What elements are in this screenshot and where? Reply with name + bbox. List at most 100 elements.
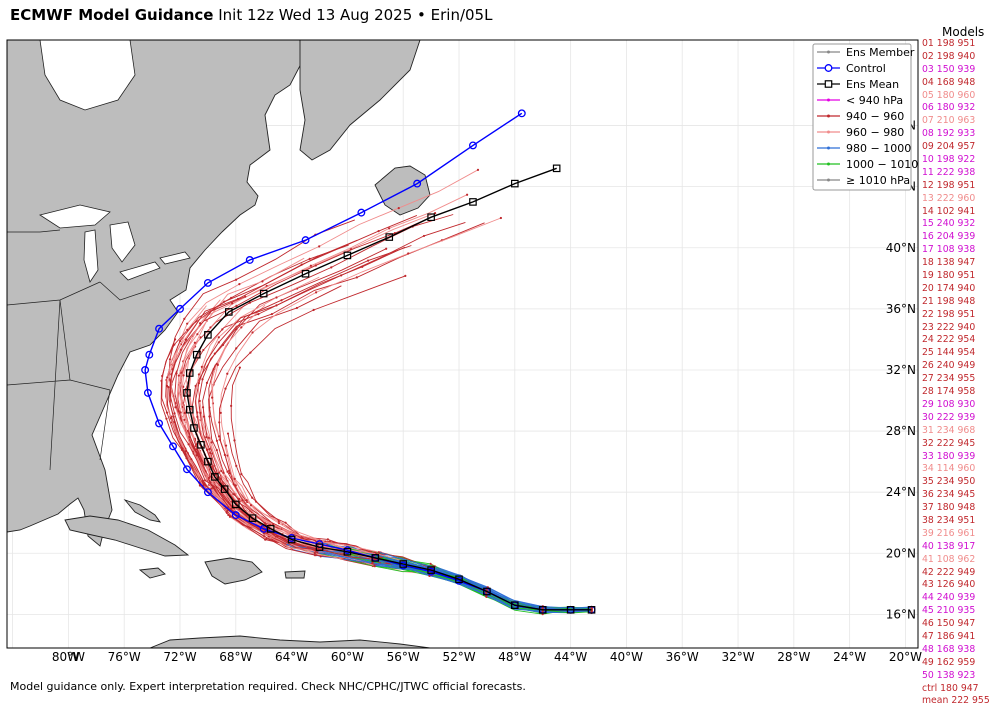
track-point (257, 313, 260, 316)
track-point (222, 471, 225, 474)
mean-point (259, 289, 268, 298)
track-point (179, 411, 182, 414)
mean-point (427, 566, 435, 574)
svg-text:1000 − 1010: 1000 − 1010 (846, 158, 918, 171)
lon-label: 56°W (387, 650, 420, 664)
lon-label: 36°W (666, 650, 699, 664)
model-entry: 03 150 939 (922, 63, 976, 75)
track-point (210, 487, 213, 490)
borders (7, 229, 151, 471)
land-jamaica (138, 567, 166, 579)
track-point (499, 216, 502, 220)
track-point (177, 374, 180, 377)
track-point (277, 522, 281, 525)
model-list: 01 198 951 02 198 940 03 150 939 04 168 948… (922, 38, 990, 708)
great-lakes (39, 40, 191, 283)
track-point (185, 457, 188, 460)
ensemble-track (204, 453, 431, 569)
track-point (312, 308, 315, 312)
model-entry: 45 210 935 (922, 605, 976, 617)
model-entry: 24 222 954 (922, 334, 976, 346)
mean-point (315, 543, 324, 551)
track-point (184, 338, 188, 341)
track-point (404, 274, 407, 277)
track-point (183, 411, 186, 415)
lon-label: 60°W (331, 650, 364, 664)
track-point (177, 410, 180, 413)
track-point (160, 379, 163, 382)
track-point (313, 552, 316, 555)
legend-entry: 940 − 960 (817, 110, 904, 123)
control-point (245, 256, 254, 264)
track-point (264, 538, 267, 541)
mean-point (190, 424, 198, 432)
lake-huron (109, 221, 136, 263)
ensemble-track (211, 344, 379, 553)
track-point (233, 477, 236, 480)
track-point (275, 296, 278, 299)
track-point (173, 343, 176, 346)
track-point (263, 535, 266, 538)
mean-point (185, 369, 194, 377)
mean-point (231, 500, 240, 509)
track-point (200, 365, 203, 368)
control-point (169, 442, 177, 451)
track-point (227, 505, 230, 509)
track-point (232, 493, 235, 496)
svg-text:Control: Control (846, 62, 886, 75)
track-point (315, 291, 318, 294)
map-frame (6, 39, 919, 649)
track-point (223, 453, 226, 456)
lon-label: 28°W (777, 650, 810, 664)
model-entry: 37 180 948 (922, 502, 976, 514)
track-point (211, 396, 214, 399)
model-entry: 01 198 951 (922, 38, 976, 49)
models-heading: Models (942, 25, 985, 39)
land-south-america (149, 635, 431, 648)
track-point (466, 193, 469, 196)
title-init: Init 12z Wed 13 Aug 2025 • Erin/05L (218, 6, 493, 24)
track-point (199, 322, 202, 325)
land-cuba (64, 515, 190, 557)
land-hispaniola (204, 557, 263, 585)
track-point (422, 234, 426, 238)
model-entry: 29 108 930 (922, 398, 976, 410)
ensemble-track (165, 325, 344, 560)
svg-text:980 − 1000: 980 − 1000 (846, 142, 911, 155)
svg-text:≥ 1010 hPa: ≥ 1010 hPa (846, 174, 910, 187)
track-point (251, 331, 254, 334)
track-point (166, 376, 169, 379)
legend: Ens Member Control Ens Mean < 940 hPa 940 − … (812, 43, 918, 191)
track-point (366, 259, 370, 262)
track-point (217, 341, 220, 344)
track-point (245, 499, 248, 502)
control-point (231, 511, 240, 520)
lat-label: 20°N (886, 546, 916, 560)
track-point (201, 378, 204, 381)
model-entry: 14 102 941 (922, 205, 976, 217)
lon-label: 68°W (219, 650, 252, 664)
model-entry: 04 168 948 (922, 76, 976, 88)
land-north-america (7, 40, 304, 547)
track-point (217, 336, 220, 339)
track-point (249, 504, 253, 507)
ensemble-track (208, 248, 387, 546)
track-point (238, 283, 241, 286)
legend-entry: ≥ 1010 hPa (817, 174, 910, 187)
track-point (429, 562, 432, 566)
mean-point (427, 213, 435, 222)
track-point (373, 564, 376, 567)
model-entry: 17 108 938 (922, 244, 976, 256)
model-entry: 34 114 960 (922, 463, 976, 475)
track-point (235, 304, 238, 307)
track-point (308, 257, 311, 260)
track-point (261, 280, 264, 283)
track-point (196, 415, 199, 418)
track-point (397, 206, 400, 210)
track-point (194, 384, 197, 388)
hudson-bay (39, 40, 136, 111)
lat-label: 24°N (886, 485, 916, 499)
longitude-labels: W80°W 76°W 72°W 68°W 64°W 60°W 56°W 52°W 48°W 44°… (52, 650, 922, 664)
lon-label: 72°W (163, 650, 196, 664)
